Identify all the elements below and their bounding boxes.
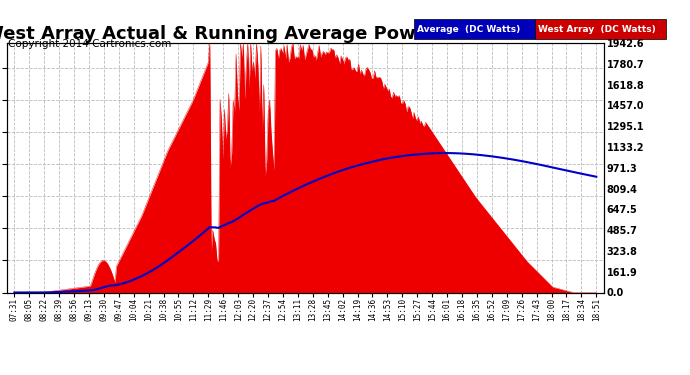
Text: West Array  (DC Watts): West Array (DC Watts) <box>538 25 656 34</box>
Text: Copyright 2014 Cartronics.com: Copyright 2014 Cartronics.com <box>8 39 172 50</box>
Text: Average  (DC Watts): Average (DC Watts) <box>417 25 521 34</box>
Title: West Array Actual & Running Average Power Wed Mar 12 19:00: West Array Actual & Running Average Powe… <box>0 25 627 43</box>
